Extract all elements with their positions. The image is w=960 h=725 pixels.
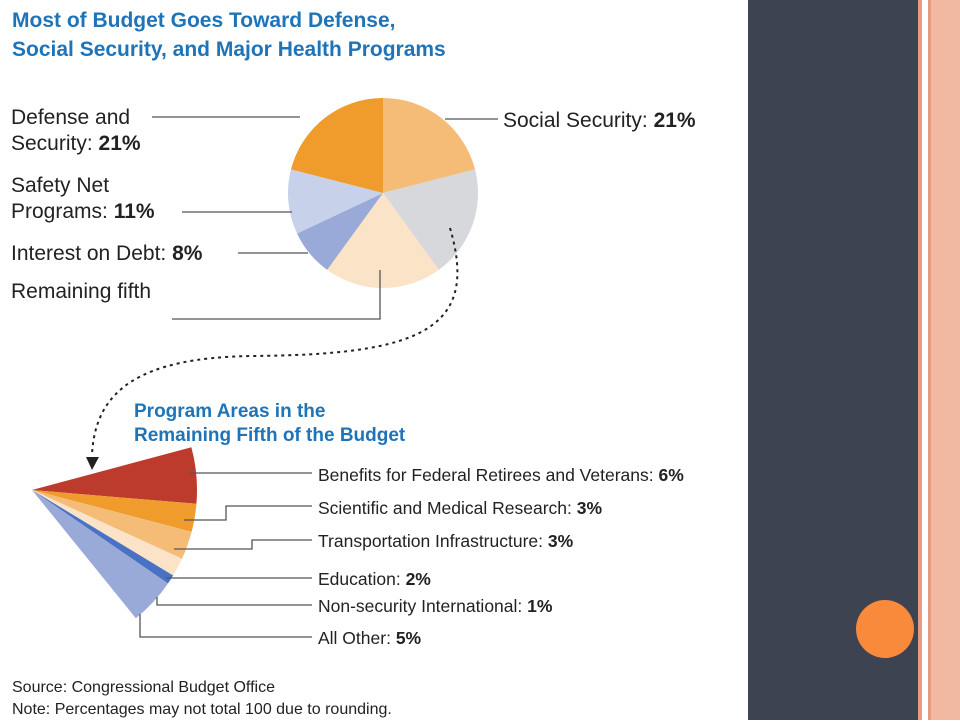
fan-leaders — [139, 472, 312, 638]
remaining-fifth-fan — [32, 447, 198, 619]
main-pie-slice-1 — [383, 169, 479, 270]
main-pie-label-3-line-0: Interest on Debt: — [11, 242, 172, 265]
main-pie-value-3: 8% — [172, 242, 203, 265]
remaining-fifth-arrow — [91, 227, 459, 456]
main-pie-label-4: Safety Net Programs: 11% — [11, 174, 155, 223]
main-pie-value-5: 21% — [99, 132, 141, 155]
fan-label-text-3: Education: — [318, 569, 406, 589]
arrowhead-icon — [86, 457, 99, 470]
fan-slice-5 — [32, 490, 168, 619]
subchart-title-line-1: Program Areas in the — [134, 401, 325, 422]
fan-label-text-1: Scientific and Medical Research: — [318, 498, 577, 518]
fan-slice-0 — [32, 447, 198, 504]
main-pie-label-4-line-1: Programs: — [11, 200, 114, 223]
fan-labels: Benefits for Federal Retirees and Vetera… — [318, 465, 684, 648]
main-pie-leaders — [152, 116, 498, 320]
main-pie-slice-0 — [383, 98, 476, 193]
fan-value-3: 2% — [406, 569, 432, 589]
fan-value-2: 3% — [548, 531, 574, 551]
main-pie-label-0-line-0: Social Security: — [503, 109, 654, 132]
orange-circle-icon — [856, 600, 914, 658]
main-pie-label-3: Interest on Debt: 8% — [11, 242, 203, 265]
chart-title-line-1: Most of Budget Goes Toward Defense, — [12, 9, 395, 32]
main-pie-label-5: Defense and Security: 21% — [11, 106, 141, 155]
main-pie-value-0: 21% — [654, 109, 696, 132]
chart-svg: Most of Budget Goes Toward Defense, Soci… — [11, 9, 696, 718]
note-line: Note: Percentages may not total 100 due … — [12, 701, 392, 718]
fan-label-text-5: All Other: — [318, 628, 396, 648]
fan-value-0: 6% — [658, 465, 684, 485]
accent-strip-4 — [931, 0, 960, 720]
fan-label-text-2: Transportation Infrastructure: — [318, 531, 548, 551]
fan-label-1: Scientific and Medical Research: 3% — [318, 498, 602, 518]
fan-label-2: Transportation Infrastructure: 3% — [318, 531, 574, 551]
fan-slice-2 — [32, 490, 192, 559]
fan-value-1: 3% — [577, 498, 603, 518]
fan-value-5: 5% — [396, 628, 422, 648]
main-pie-leader-1 — [172, 270, 381, 320]
main-pie-label-5-line-0: Defense and — [11, 106, 130, 129]
fan-slice-4 — [32, 490, 174, 584]
budget-infographic: Most of Budget Goes Toward Defense, Soci… — [11, 9, 696, 718]
fan-label-text-4: Non-security International: — [318, 596, 527, 616]
main-pie-slice-2 — [327, 193, 439, 289]
fan-value-4: 1% — [527, 596, 553, 616]
chart-title-line-2: Social Security, and Major Health Progra… — [12, 38, 446, 61]
source-line: Source: Congressional Budget Office — [12, 679, 275, 696]
accent-strip-3 — [928, 0, 931, 720]
fan-slice-3 — [32, 490, 183, 576]
main-pie-label-0: Social Security: 21% — [503, 109, 696, 132]
main-pie-slice-5 — [290, 98, 383, 193]
fan-slice-1 — [32, 490, 197, 532]
fan-leader-5 — [139, 614, 312, 638]
main-pie-label-5-line-1: Security: — [11, 132, 99, 155]
main-pie — [287, 98, 479, 289]
main-pie-value-4: 11% — [114, 200, 155, 223]
fan-label-4: Non-security International: 1% — [318, 596, 553, 616]
main-pie-label-1: Remaining fifth — [11, 280, 151, 303]
main-pie-label-4-line-0: Safety Net — [11, 174, 109, 197]
fan-label-3: Education: 2% — [318, 569, 431, 589]
main-pie-slice-3 — [297, 193, 383, 270]
fan-label-text-0: Benefits for Federal Retirees and Vetera… — [318, 465, 658, 485]
main-pie-slice-4 — [287, 169, 383, 234]
fan-label-0: Benefits for Federal Retirees and Vetera… — [318, 465, 684, 485]
fan-leader-2 — [174, 539, 312, 550]
fan-leader-4 — [156, 597, 312, 606]
main-pie-labels: Social Security: 21% Remaining fifth Inter… — [11, 106, 696, 303]
main-pie-label-1-line-0: Remaining fifth — [11, 280, 151, 303]
accent-strip-1 — [918, 0, 922, 720]
subchart-title-line-2: Remaining Fifth of the Budget — [134, 425, 406, 446]
accent-strip-2 — [922, 0, 928, 720]
fan-label-5: All Other: 5% — [318, 628, 422, 648]
fan-leader-1 — [184, 505, 312, 521]
